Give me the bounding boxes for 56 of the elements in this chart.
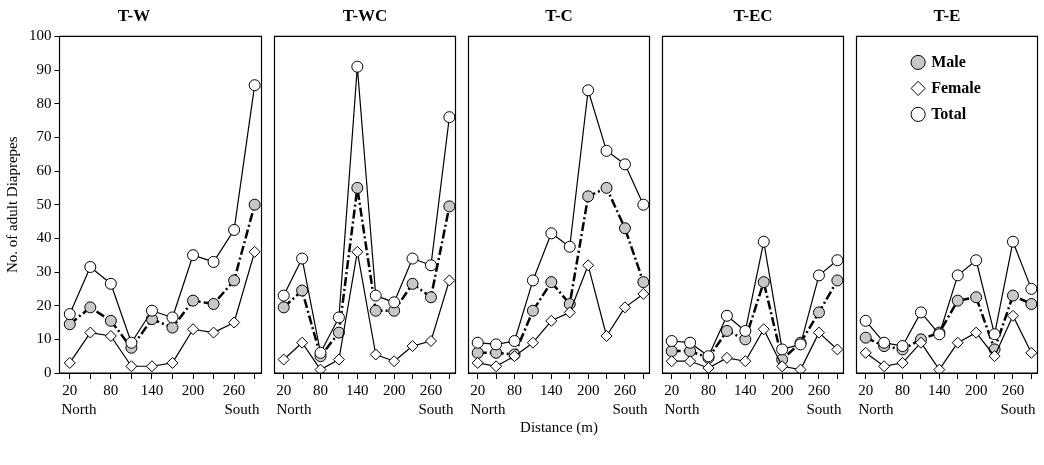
x-tick-label: 140 <box>540 381 563 398</box>
legend-label: Female <box>931 78 981 96</box>
y-tick-label: 10 <box>36 330 52 347</box>
y-tick-label: 80 <box>36 94 52 111</box>
x-tick-label: 200 <box>576 381 600 398</box>
x-tick-label: 80 <box>313 381 329 398</box>
x-tick-label: 20 <box>470 381 486 398</box>
x-tick-label: 260 <box>807 381 831 398</box>
x-tick-label: 80 <box>103 381 119 398</box>
y-axis-title: No. of adult Diaprepes <box>3 136 20 274</box>
x-tick-label: 80 <box>895 381 911 398</box>
x-tick-label: 260 <box>613 381 637 398</box>
y-tick-label: 70 <box>36 128 52 145</box>
y-tick-label: 90 <box>36 61 52 77</box>
text: North <box>664 401 700 418</box>
text: North <box>858 401 894 418</box>
text: South <box>224 401 260 418</box>
x-axis-title: Distance (m) <box>520 419 598 437</box>
chart-title: T-W <box>117 5 151 25</box>
x-tick-label: 140 <box>346 381 369 398</box>
y-tick-label: 60 <box>36 161 52 178</box>
x-tick-label: 200 <box>964 381 988 398</box>
x-tick-label: 20 <box>858 381 874 398</box>
x-tick-label: 260 <box>222 381 246 398</box>
x-tick-label: 20 <box>664 381 680 398</box>
x-tick-label: 140 <box>140 381 164 398</box>
y-tick-label: 100 <box>29 27 52 44</box>
text: North <box>276 401 312 418</box>
chart-title: T-EC <box>733 5 773 25</box>
x-tick-label: 260 <box>1001 381 1025 398</box>
chart-title: T-E <box>933 5 961 25</box>
text: North <box>61 401 97 418</box>
legend-label: Total <box>931 104 967 122</box>
y-tick-label: 50 <box>36 195 52 212</box>
x-tick-label: 20 <box>62 381 78 398</box>
x-tick-label: 80 <box>701 381 717 398</box>
x-tick-label: 140 <box>928 381 951 398</box>
text: North <box>470 401 506 418</box>
x-tick-label: 20 <box>276 381 292 398</box>
chart-title: T-WC <box>342 5 388 25</box>
x-tick-label: 80 <box>507 381 523 398</box>
x-tick-label: 200 <box>181 381 205 398</box>
y-tick-label: 30 <box>36 262 52 279</box>
legend-label: Male <box>931 52 966 70</box>
text: South <box>1000 401 1036 418</box>
x-tick-label: 200 <box>382 381 406 398</box>
text: South <box>612 401 648 418</box>
text: South <box>806 401 842 418</box>
y-tick-label: 0 <box>44 363 52 380</box>
y-tick-label: 20 <box>36 296 52 313</box>
y-tick-label: 40 <box>36 229 52 246</box>
text: South <box>418 401 454 418</box>
x-tick-label: 260 <box>419 381 443 398</box>
x-tick-label: 200 <box>770 381 794 398</box>
x-tick-label: 140 <box>734 381 757 398</box>
chart-title: T-C <box>545 5 573 25</box>
